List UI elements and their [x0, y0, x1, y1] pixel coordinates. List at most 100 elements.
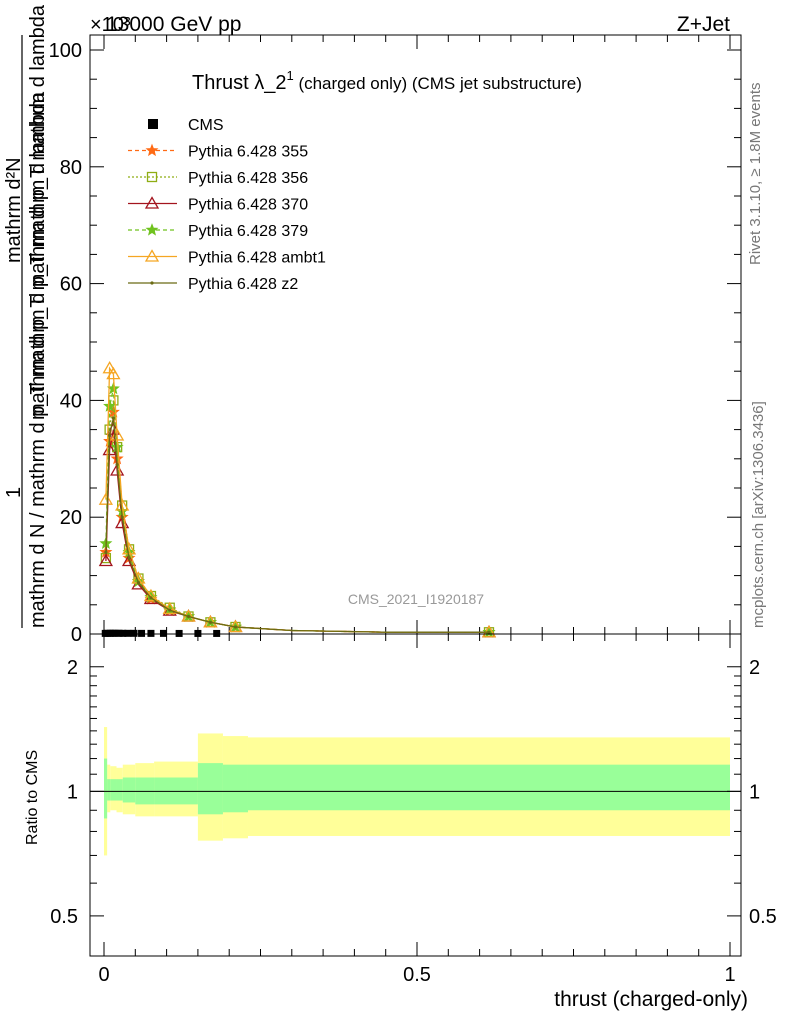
y-exponent: ×10³	[90, 14, 131, 36]
series-pythia-6.428-z2	[104, 416, 491, 634]
header-left: 13000 GeV pp	[106, 13, 241, 36]
y-tick-label: 100	[49, 40, 82, 62]
cms-point	[119, 629, 127, 637]
main-panel: CMS_2021_I1920187 0 20 40 60 80 100 Thrust λ_…	[49, 34, 742, 646]
legend-label: Pythia 6.428 379	[188, 223, 308, 240]
series-marker	[150, 281, 154, 285]
ratio-y-tick-label: 1	[67, 781, 78, 803]
main-axis-ticks: 0 20 40 60 80 100	[49, 35, 741, 646]
y-label-one: 1	[3, 487, 25, 498]
main-series-group	[98, 360, 497, 638]
ratio-frame	[89, 633, 742, 957]
cms-points	[101, 629, 221, 637]
cms-point	[159, 629, 167, 637]
cms-point	[147, 629, 155, 637]
title-rest: (charged only) (CMS jet substructure)	[294, 74, 582, 93]
ratio-y-label: Ratio to CMS	[24, 750, 41, 845]
main-title: Thrust λ_21 (charged only) (CMS jet subs…	[192, 68, 582, 94]
y-tick-label: 60	[60, 274, 82, 296]
series-marker	[168, 608, 172, 612]
legend-entry: Pythia 6.428 ambt1	[128, 249, 326, 267]
cms-point	[111, 629, 119, 637]
cms-point	[194, 629, 202, 637]
x-tick-label: 1	[724, 964, 735, 986]
x-tick-label: 0	[98, 964, 109, 986]
x-axis-label: thrust (charged-only)	[554, 988, 748, 1011]
title-sup: 1	[286, 68, 293, 83]
legend-label: CMS	[188, 117, 224, 134]
side-label-mcplots: mcplots.cern.ch [arXiv:1306.3436]	[750, 401, 767, 628]
ratio-inner-band	[110, 779, 117, 801]
series-marker	[145, 143, 159, 157]
legend-entry: CMS	[148, 117, 224, 134]
series-marker	[144, 196, 160, 209]
cms-point	[115, 629, 123, 637]
series-marker	[481, 624, 497, 638]
y-tick-label: 40	[60, 390, 82, 412]
series-marker	[108, 433, 112, 438]
y-label-denominator-top: mathrm d p_T mathrm d p_T mathrm d lambd…	[27, 4, 49, 420]
series-marker	[145, 223, 159, 236]
series-marker	[110, 440, 124, 453]
legend-label: Pythia 6.428 356	[188, 170, 308, 187]
series-marker	[144, 249, 160, 262]
ratio-inner-band	[247, 764, 731, 811]
series-marker	[102, 360, 117, 374]
cms-point	[124, 629, 132, 637]
series-marker	[186, 614, 191, 619]
ratio-inner-band	[122, 777, 136, 803]
watermark: CMS_2021_I1920187	[348, 591, 484, 607]
legend-entry: Pythia 6.428 356	[128, 170, 308, 187]
cms-point	[130, 629, 138, 637]
y-label-denominator: mathrm d N / mathrm d p_T mathrm d p_T m…	[27, 91, 49, 628]
x-tick-label: 0.5	[403, 964, 431, 986]
series-marker	[104, 550, 108, 554]
legend-label: Pythia 6.428 ambt1	[188, 250, 326, 267]
cms-point	[213, 629, 221, 637]
cms-point	[175, 629, 183, 637]
ratio-inner-band	[197, 763, 223, 815]
legend-label: Pythia 6.428 370	[188, 197, 308, 214]
series-marker	[121, 542, 137, 555]
y-tick-label: 80	[60, 157, 82, 179]
ratio-inner-band	[116, 779, 123, 801]
legend-entry: Pythia 6.428 379	[128, 223, 308, 240]
series-marker	[233, 625, 238, 629]
ratio-y-tick-label: 0.5	[50, 906, 78, 928]
main-y-label: 1 mathrm d N / mathrm d p_T mathrm d p_T…	[3, 4, 49, 628]
side-label-rivet: Rivet 3.1.10, ≥ 1.8M events	[747, 83, 764, 266]
legend: CMS Pythia 6.428 355 Pythia 6.428 356 Pythi…	[128, 117, 326, 293]
ratio-inner-band	[104, 758, 108, 819]
series-marker	[98, 492, 113, 505]
cms-point	[138, 629, 146, 637]
ratio-bands	[104, 727, 731, 856]
y-tick-label: 0	[71, 624, 82, 646]
series-marker	[106, 366, 121, 380]
legend-entry: Pythia 6.428 z2	[128, 276, 298, 293]
ratio-panel: 0.5 0.5 1 1 2 2 0 0.5 1 Ratio to CMS thrust (cha…	[24, 633, 777, 1011]
ratio-inner-band	[222, 764, 248, 813]
series-marker	[111, 416, 115, 420]
series-marker	[115, 463, 119, 467]
series-marker	[136, 581, 141, 585]
series-marker	[143, 588, 159, 602]
series-marker	[120, 515, 124, 519]
series-marker	[487, 630, 491, 634]
legend-label: Pythia 6.428 355	[188, 144, 308, 161]
ratio-y-tick-label: 2	[67, 657, 78, 679]
y-tick-label: 20	[60, 507, 82, 529]
ratio-y-tick-label-right: 1	[749, 781, 760, 803]
legend-label: Pythia 6.428 z2	[188, 276, 298, 293]
series-marker	[98, 553, 113, 567]
legend-entry: Pythia 6.428 355	[128, 144, 308, 161]
title-main: Thrust λ_2	[192, 72, 286, 94]
series-marker	[149, 596, 153, 600]
ratio-inner-band	[107, 779, 111, 801]
ratio-y-tick-label-right: 2	[749, 657, 760, 679]
series-marker	[103, 399, 117, 412]
series-marker	[146, 171, 158, 183]
ratio-y-tick-label-right: 0.5	[749, 906, 777, 928]
header-right: Z+Jet	[677, 13, 730, 36]
y-label-numerator: mathrm d²N	[3, 157, 25, 263]
